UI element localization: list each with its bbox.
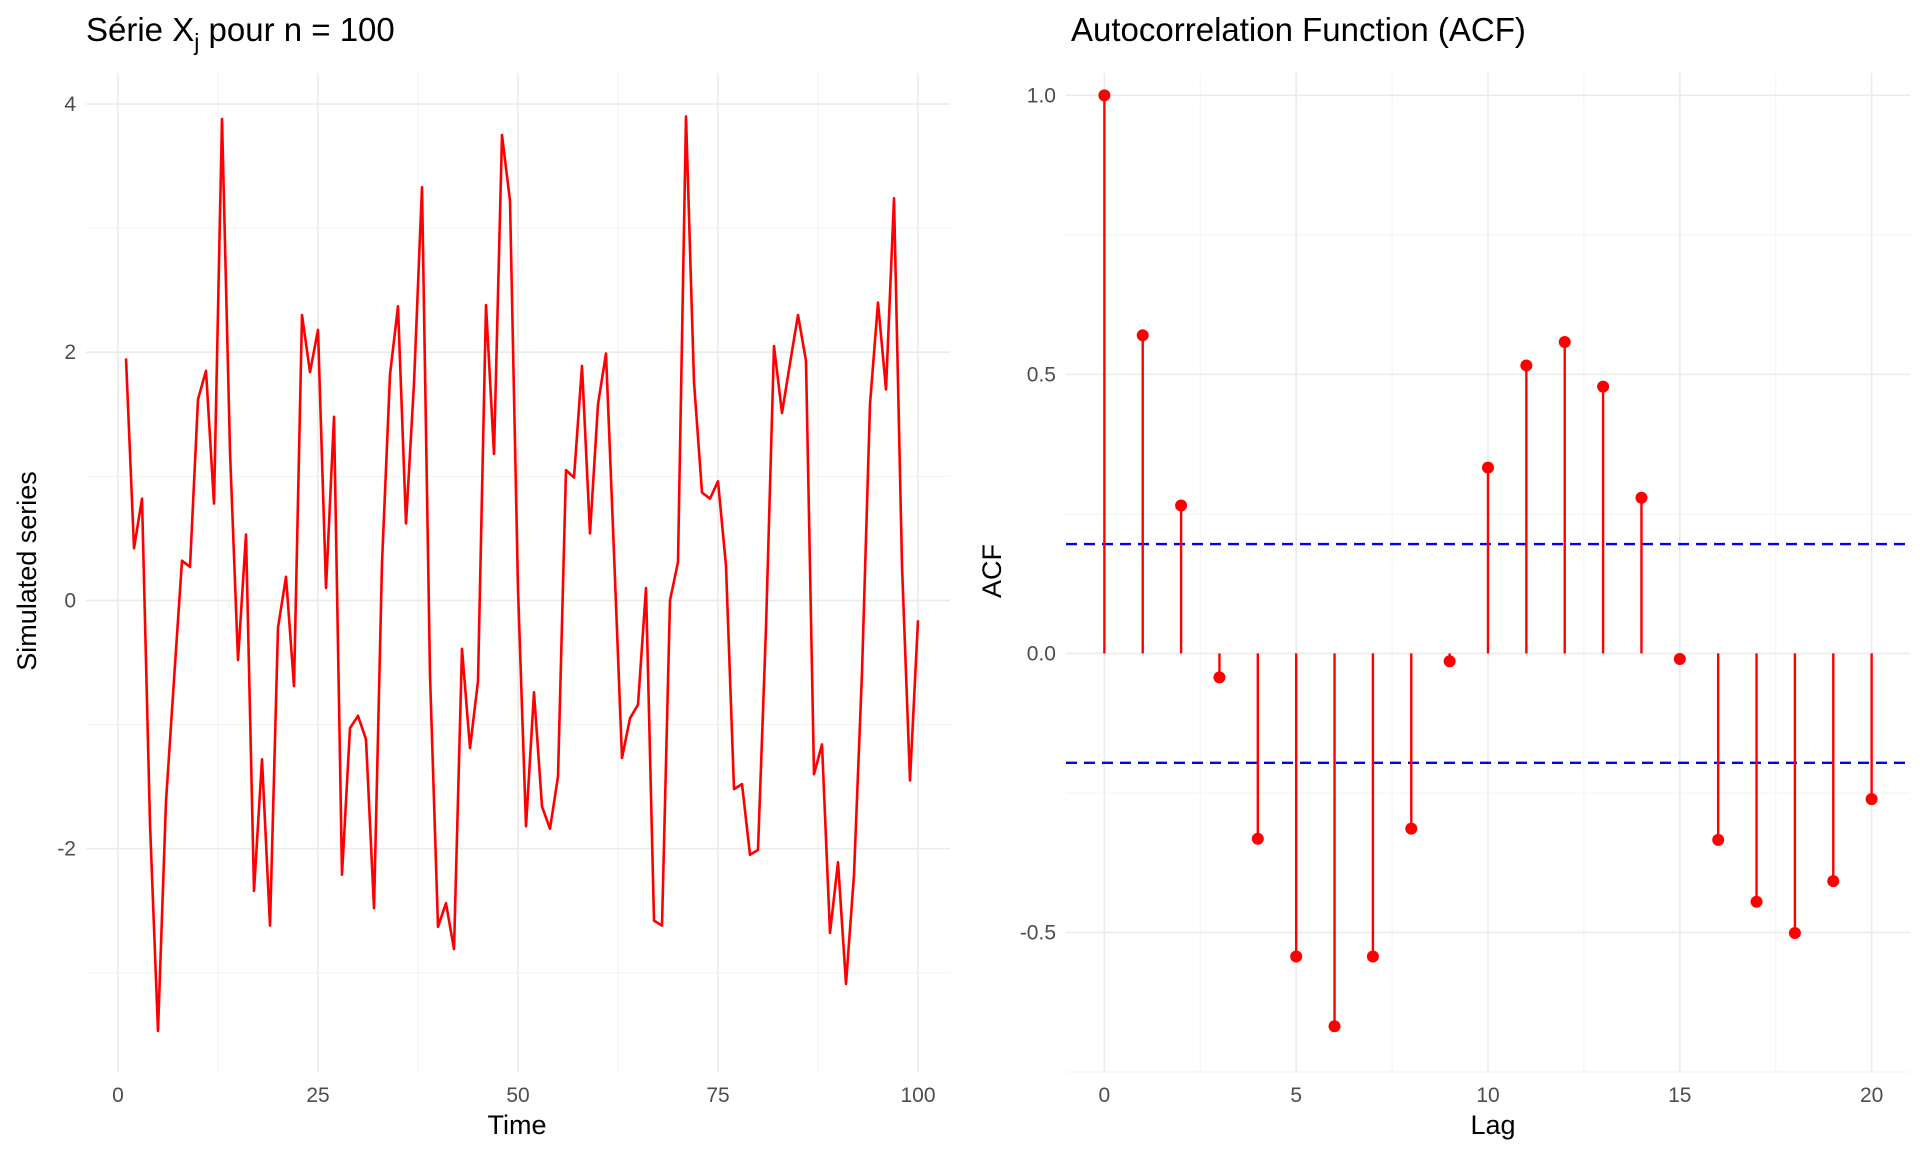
y-axis-title-simulated-series: Simulated series: [12, 471, 42, 671]
acf-point: [1136, 329, 1149, 342]
acf-point: [1366, 950, 1379, 963]
acf-x-tick-label: 10: [1476, 1084, 1499, 1107]
acf-point: [1788, 927, 1801, 940]
acf-x-tick-label: 0: [1099, 1084, 1111, 1107]
ts-y-tick-label: 0: [64, 589, 76, 612]
acf-point: [1290, 950, 1303, 963]
ts-x-tick-label: 50: [506, 1084, 529, 1107]
acf-point: [1673, 653, 1686, 666]
acf-y-tick-label: 1.0: [1027, 84, 1056, 107]
acf-point: [1558, 336, 1571, 349]
acf-point: [1405, 822, 1418, 835]
acf-x-tick-label: 5: [1290, 1084, 1302, 1107]
acf-point: [1482, 461, 1494, 474]
ts-y-tick-label: -2: [57, 838, 76, 861]
ts-y-tick-label: 4: [64, 93, 76, 116]
ts-x-tick-label: 0: [112, 1084, 124, 1107]
y-axis-title-acf: ACF: [977, 544, 1007, 598]
x-axis-title-time: Time: [488, 1110, 547, 1140]
acf-y-tick-label: 0.5: [1027, 363, 1056, 386]
chart-title-time-series: Série Xj pour n = 100: [86, 11, 395, 55]
acf-chart: Autocorrelation Function (ACF) -0.5 0.0 0.…: [977, 11, 1910, 1140]
ts-y-tick-label: 2: [64, 341, 76, 364]
x-axis-title-lag: Lag: [1470, 1110, 1515, 1140]
acf-y-tick-label: 0.0: [1027, 642, 1056, 665]
ts-x-tick-label: 100: [900, 1084, 935, 1107]
acf-point: [1251, 832, 1264, 845]
acf-point: [1520, 359, 1533, 372]
acf-point: [1635, 491, 1648, 504]
acf-point: [1597, 380, 1610, 393]
series-line: [124, 115, 920, 1033]
acf-y-tick-label: -0.5: [1020, 921, 1056, 944]
acf-x-tick-label: 15: [1668, 1084, 1691, 1107]
acf-point: [1098, 89, 1111, 102]
acf-x-tick-label: 20: [1860, 1084, 1883, 1107]
acf-point: [1827, 875, 1840, 888]
ts-x-tick-label: 75: [706, 1084, 729, 1107]
time-series-chart: Série Xj pour n = 100 -2 0 2 4 0 25 50 75 100 T…: [12, 11, 950, 1140]
acf-point: [1865, 793, 1878, 806]
ts-x-tick-label: 25: [306, 1084, 329, 1107]
acf-point: [1175, 499, 1188, 512]
acf-point: [1443, 655, 1456, 668]
acf-point: [1328, 1020, 1341, 1033]
acf-point: [1213, 671, 1226, 684]
acf-point: [1750, 895, 1763, 908]
acf-point: [1712, 833, 1725, 846]
chart-title-acf: Autocorrelation Function (ACF): [1071, 11, 1526, 48]
